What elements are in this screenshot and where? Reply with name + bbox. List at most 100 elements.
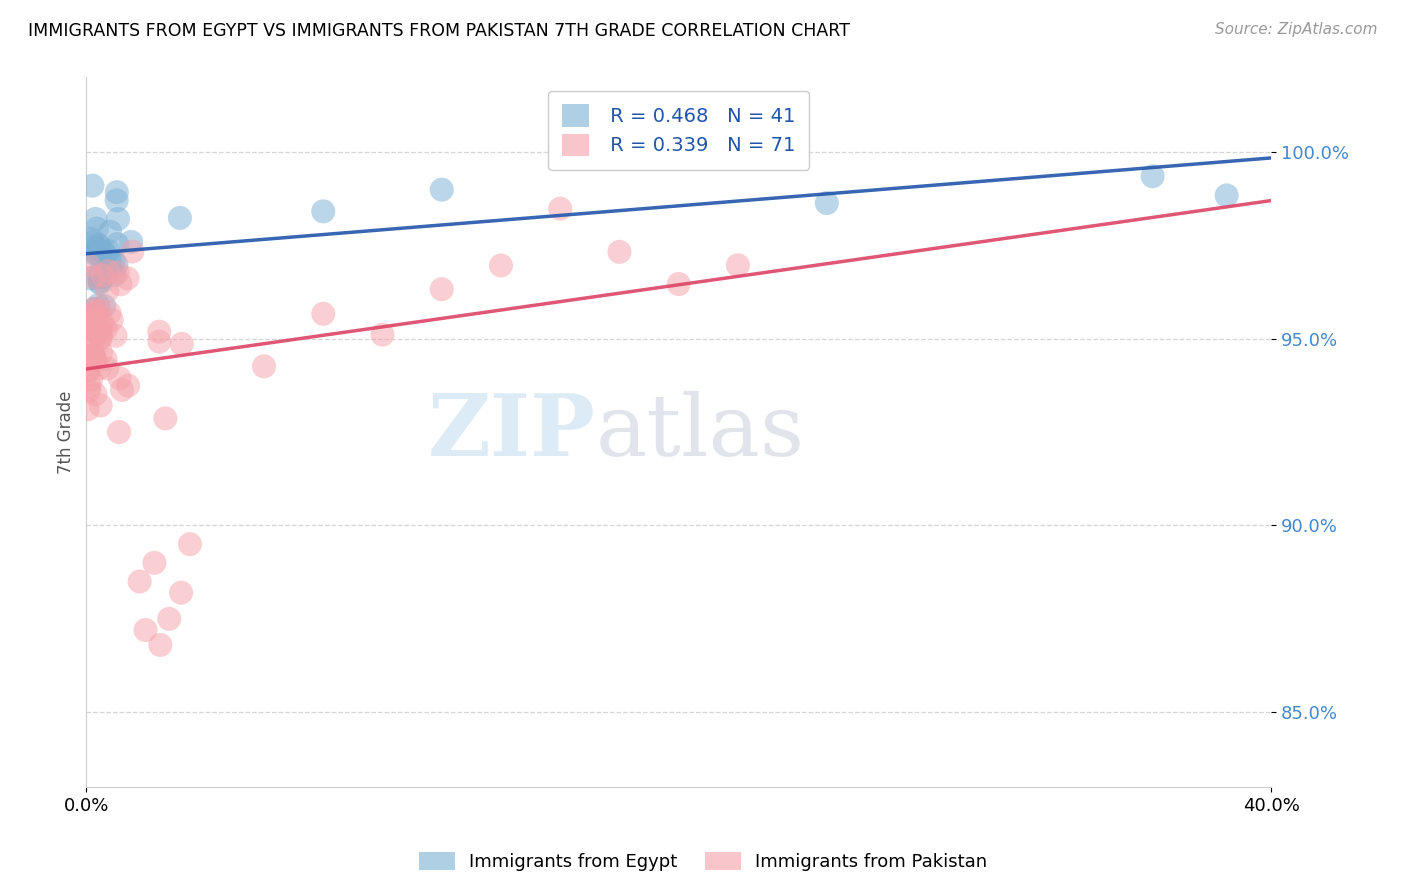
Point: [77, 271, 100, 285]
Point: [80, 337, 103, 351]
Point: [82, 313, 104, 327]
Point: [80, 372, 103, 386]
Point: [83, 301, 105, 316]
Point: [815, 196, 838, 211]
Point: [149, 638, 172, 652]
Point: [97, 264, 120, 278]
Point: [89, 267, 111, 281]
Point: [91, 268, 114, 283]
Point: [97, 244, 120, 258]
Point: [89, 325, 111, 339]
Point: [84, 306, 107, 320]
Point: [77, 258, 100, 272]
Point: [128, 574, 150, 589]
Point: [253, 359, 276, 374]
Y-axis label: 7th Grade: 7th Grade: [58, 391, 75, 474]
Point: [668, 277, 690, 291]
Point: [82, 333, 104, 347]
Point: [105, 185, 128, 199]
Text: ZIP: ZIP: [427, 390, 596, 475]
Point: [103, 254, 125, 268]
Point: [76, 402, 98, 417]
Point: [89, 277, 111, 291]
Point: [105, 237, 128, 252]
Point: [84, 352, 107, 367]
Point: [430, 282, 453, 296]
Point: [89, 270, 111, 285]
Point: [91, 316, 114, 330]
Legend: Immigrants from Egypt, Immigrants from Pakistan: Immigrants from Egypt, Immigrants from P…: [412, 845, 994, 879]
Point: [84, 323, 107, 337]
Point: [98, 253, 121, 268]
Point: [76, 351, 98, 366]
Point: [155, 411, 177, 425]
Point: [84, 211, 107, 226]
Point: [90, 331, 112, 345]
Point: [90, 345, 112, 359]
Text: Source: ZipAtlas.com: Source: ZipAtlas.com: [1215, 22, 1378, 37]
Point: [609, 244, 631, 259]
Point: [1215, 188, 1237, 202]
Point: [79, 331, 101, 345]
Point: [89, 361, 111, 376]
Point: [105, 258, 128, 272]
Point: [90, 326, 112, 340]
Point: [84, 304, 107, 318]
Point: [179, 537, 201, 551]
Point: [79, 318, 101, 333]
Point: [148, 325, 170, 339]
Point: [93, 269, 115, 284]
Point: [82, 270, 104, 285]
Point: [1142, 169, 1164, 184]
Point: [548, 202, 571, 216]
Point: [86, 221, 108, 235]
Point: [83, 245, 105, 260]
Point: [107, 211, 129, 226]
Point: [91, 244, 114, 258]
Point: [80, 310, 103, 324]
Point: [90, 399, 112, 413]
Point: [82, 178, 104, 193]
Point: [170, 337, 193, 351]
Point: [94, 247, 117, 261]
Point: [169, 211, 191, 225]
Point: [83, 349, 105, 363]
Point: [121, 244, 143, 259]
Point: [157, 612, 180, 626]
Point: [89, 240, 111, 254]
Point: [90, 331, 112, 345]
Point: [135, 623, 157, 637]
Text: IMMIGRANTS FROM EGYPT VS IMMIGRANTS FROM PAKISTAN 7TH GRADE CORRELATION CHART: IMMIGRANTS FROM EGYPT VS IMMIGRANTS FROM…: [28, 22, 851, 40]
Point: [94, 322, 117, 336]
Point: [727, 258, 749, 272]
Point: [117, 378, 139, 392]
Point: [87, 237, 110, 252]
Point: [89, 275, 111, 289]
Point: [103, 268, 125, 282]
Point: [430, 183, 453, 197]
Point: [105, 194, 128, 208]
Point: [83, 351, 105, 365]
Point: [83, 324, 105, 338]
Point: [108, 371, 131, 385]
Point: [77, 241, 100, 255]
Text: atlas: atlas: [596, 391, 804, 474]
Point: [101, 313, 124, 327]
Point: [84, 387, 107, 401]
Point: [111, 383, 134, 397]
Point: [148, 334, 170, 349]
Point: [108, 425, 131, 439]
Point: [83, 348, 105, 362]
Point: [96, 361, 118, 376]
Point: [79, 379, 101, 393]
Point: [82, 313, 104, 327]
Point: [77, 384, 100, 398]
Point: [170, 585, 193, 599]
Legend:  R = 0.468   N = 41,  R = 0.339   N = 71: R = 0.468 N = 41, R = 0.339 N = 71: [548, 91, 810, 169]
Point: [104, 328, 127, 343]
Point: [623, 142, 645, 156]
Point: [77, 363, 100, 377]
Point: [94, 352, 117, 367]
Point: [96, 284, 118, 298]
Point: [98, 306, 121, 320]
